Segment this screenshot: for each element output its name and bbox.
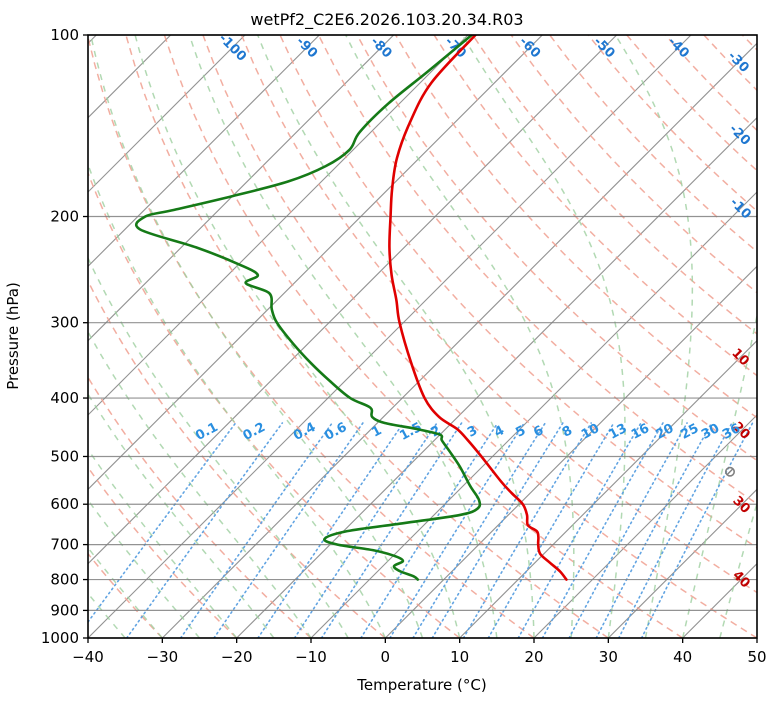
y-tick-label: 600	[50, 495, 79, 513]
sounding-markers	[724, 466, 735, 477]
sounding-curves	[135, 35, 568, 581]
x-tick-label: 0	[381, 648, 391, 666]
y-tick-label: 900	[50, 601, 79, 619]
lcl-marker	[724, 466, 735, 477]
x-tick-label: −10	[295, 648, 327, 666]
x-tick-label: 50	[747, 648, 766, 666]
y-axis-label: Pressure (hPa)	[4, 282, 22, 390]
y-axis: 100 200 300 400 500 600 700 800 900 1000	[41, 26, 88, 647]
page-title: wetPf2_C2E6.2026.103.20.34.R03	[250, 10, 523, 30]
x-tick-label: 40	[673, 648, 692, 666]
background-gridlines	[88, 35, 757, 638]
marker-slash	[726, 468, 734, 475]
y-tick-label: 200	[50, 208, 79, 226]
x-tick-label: −40	[72, 648, 104, 666]
x-tick-label: 30	[599, 648, 618, 666]
y-tick-label: 1000	[41, 629, 79, 647]
y-tick-label: 300	[50, 314, 79, 332]
x-tick-label: −30	[147, 648, 179, 666]
x-axis: −40 −30 −20 −10 0 10 20 30 40 50	[72, 638, 767, 666]
y-tick-label: 800	[50, 571, 79, 589]
y-tick-label: 700	[50, 536, 79, 554]
x-tick-label: 10	[450, 648, 469, 666]
y-tick-label: 500	[50, 447, 79, 465]
x-tick-label: −20	[221, 648, 253, 666]
y-tick-label: 400	[50, 389, 79, 407]
plot-border	[87, 34, 758, 639]
x-tick-label: 20	[524, 648, 543, 666]
dewpoint-curve	[135, 35, 482, 581]
y-tick-label: 100	[50, 26, 79, 44]
temperature-curve	[388, 35, 568, 581]
x-axis-label: Temperature (°C)	[356, 676, 486, 694]
